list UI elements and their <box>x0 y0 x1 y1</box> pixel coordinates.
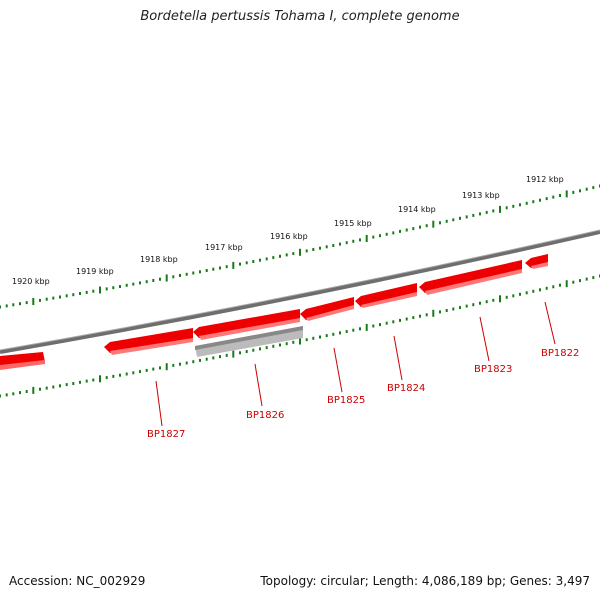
kbp-label: 1916 kbp <box>270 232 308 241</box>
kbp-labels: 1920 kbp 1919 kbp 1918 kbp 1917 kbp 1916… <box>12 175 564 286</box>
gene-label-bp1822[interactable]: BP1822 <box>541 348 579 359</box>
gene-leader-lines <box>155 301 556 427</box>
genome-backbone <box>0 230 600 354</box>
kbp-label: 1912 kbp <box>526 175 564 184</box>
gene-arrow-bp1826-forward[interactable] <box>193 309 300 340</box>
kbp-label: 1919 kbp <box>76 267 114 276</box>
gene-label-bp1824[interactable]: BP1824 <box>387 383 425 394</box>
kbp-label: 1918 kbp <box>140 255 178 264</box>
kbp-label: 1914 kbp <box>398 205 436 214</box>
gene-labels: BP1827 BP1826 BP1825 BP1824 BP1823 BP182… <box>147 348 579 440</box>
kbp-label: 1917 kbp <box>205 243 243 252</box>
genome-stats-text: Topology: circular; Length: 4,086,189 bp… <box>260 574 590 588</box>
kbp-label: 1913 kbp <box>462 191 500 200</box>
kbp-ruler-outer <box>0 184 600 309</box>
gene-arrow-bp1825[interactable] <box>300 297 354 321</box>
gene-arrow-bp1822[interactable] <box>525 254 548 269</box>
kbp-label: 1915 kbp <box>334 219 372 228</box>
pseudogene-bar-bp1826[interactable] <box>195 326 303 357</box>
gene-arrow-bp1823[interactable] <box>419 260 522 295</box>
kbp-label: 1920 kbp <box>12 277 50 286</box>
gene-label-bp1823[interactable]: BP1823 <box>474 364 512 375</box>
kbp-ruler-inner <box>0 274 600 398</box>
gene-arrow-bp1824[interactable] <box>355 283 417 308</box>
gene-arrow-partial[interactable] <box>0 352 45 370</box>
gene-label-bp1827[interactable]: BP1827 <box>147 429 185 440</box>
accession-text: Accession: NC_002929 <box>9 574 146 588</box>
gene-label-bp1826[interactable]: BP1826 <box>246 410 284 421</box>
gene-label-bp1825[interactable]: BP1825 <box>327 395 365 406</box>
genome-backbone-highlight <box>0 229 600 351</box>
map-title: Bordetella pertussis Tohama I, complete … <box>140 9 460 24</box>
gene-arrow-bp1827[interactable] <box>104 328 193 355</box>
